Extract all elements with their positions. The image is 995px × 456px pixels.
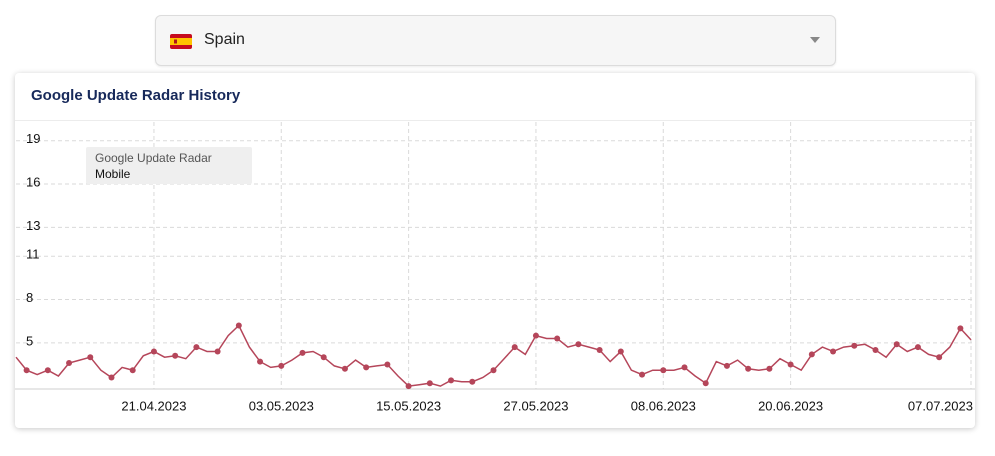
y-tick-label: 5: [26, 333, 33, 348]
point: [235, 322, 242, 329]
x-tick-label: 21.04.2023: [121, 398, 186, 413]
point: [341, 365, 348, 372]
legend: Google Update Radar Mobile: [86, 147, 252, 184]
point: [681, 364, 688, 371]
point: [448, 377, 455, 384]
point: [914, 344, 921, 351]
y-tick-label: 16: [26, 174, 40, 189]
point: [150, 348, 157, 355]
point: [129, 367, 136, 374]
point: [957, 325, 964, 332]
point: [808, 351, 815, 358]
point: [617, 348, 624, 355]
chart-card: Google Update Radar History 5 8 11 13 16 19 21…: [15, 73, 975, 428]
point: [426, 380, 433, 387]
point: [193, 344, 200, 351]
point: [44, 367, 51, 374]
legend-entry: Mobile: [95, 167, 131, 181]
point: [851, 342, 858, 349]
x-tick-label: 07.07.2023: [908, 398, 973, 413]
divider: [15, 120, 975, 121]
flag-icon: [170, 34, 192, 49]
point: [363, 364, 370, 371]
dropdown-caret: [810, 37, 820, 43]
y-tick-label: 13: [26, 218, 40, 233]
point: [766, 365, 773, 372]
x-tick-label: 03.05.2023: [249, 398, 314, 413]
chart: 5 8 11 13 16 19 21.04.2023 03.05.2023 15.05.2023…: [15, 122, 975, 413]
chart-title: Google Update Radar History: [31, 87, 241, 104]
country-dropdown[interactable]: Spain: [155, 15, 836, 66]
point: [575, 341, 582, 348]
point: [172, 352, 179, 359]
point: [66, 360, 73, 367]
point: [723, 362, 730, 369]
legend-title: Google Update Radar: [95, 151, 212, 165]
point: [702, 380, 709, 387]
x-tick-label: 27.05.2023: [503, 398, 568, 413]
point: [532, 332, 539, 339]
y-tick-label: 11: [26, 247, 40, 262]
point: [872, 347, 879, 354]
point: [639, 371, 646, 378]
point: [596, 347, 603, 354]
point: [320, 354, 327, 361]
point: [830, 348, 837, 355]
point: [745, 365, 752, 372]
point: [214, 348, 221, 355]
y-tick-label: 8: [26, 290, 33, 305]
series-line: [15, 324, 972, 387]
point: [787, 361, 794, 368]
point: [299, 349, 306, 356]
x-tick-label: 08.06.2023: [631, 398, 696, 413]
point: [490, 367, 497, 374]
point: [511, 344, 518, 351]
point: [87, 354, 94, 361]
point: [384, 361, 391, 368]
point: [108, 374, 115, 381]
x-tick-label: 15.05.2023: [376, 398, 441, 413]
y-tick-label: 19: [26, 131, 40, 146]
point: [469, 378, 476, 385]
point: [893, 341, 900, 348]
point: [405, 383, 412, 390]
x-tick-label: 20.06.2023: [758, 398, 823, 413]
point: [660, 367, 667, 374]
dropdown-value: Spain: [204, 31, 245, 48]
point: [23, 367, 30, 374]
point: [257, 358, 264, 365]
point: [936, 354, 943, 361]
point: [278, 362, 285, 369]
point: [554, 335, 561, 342]
